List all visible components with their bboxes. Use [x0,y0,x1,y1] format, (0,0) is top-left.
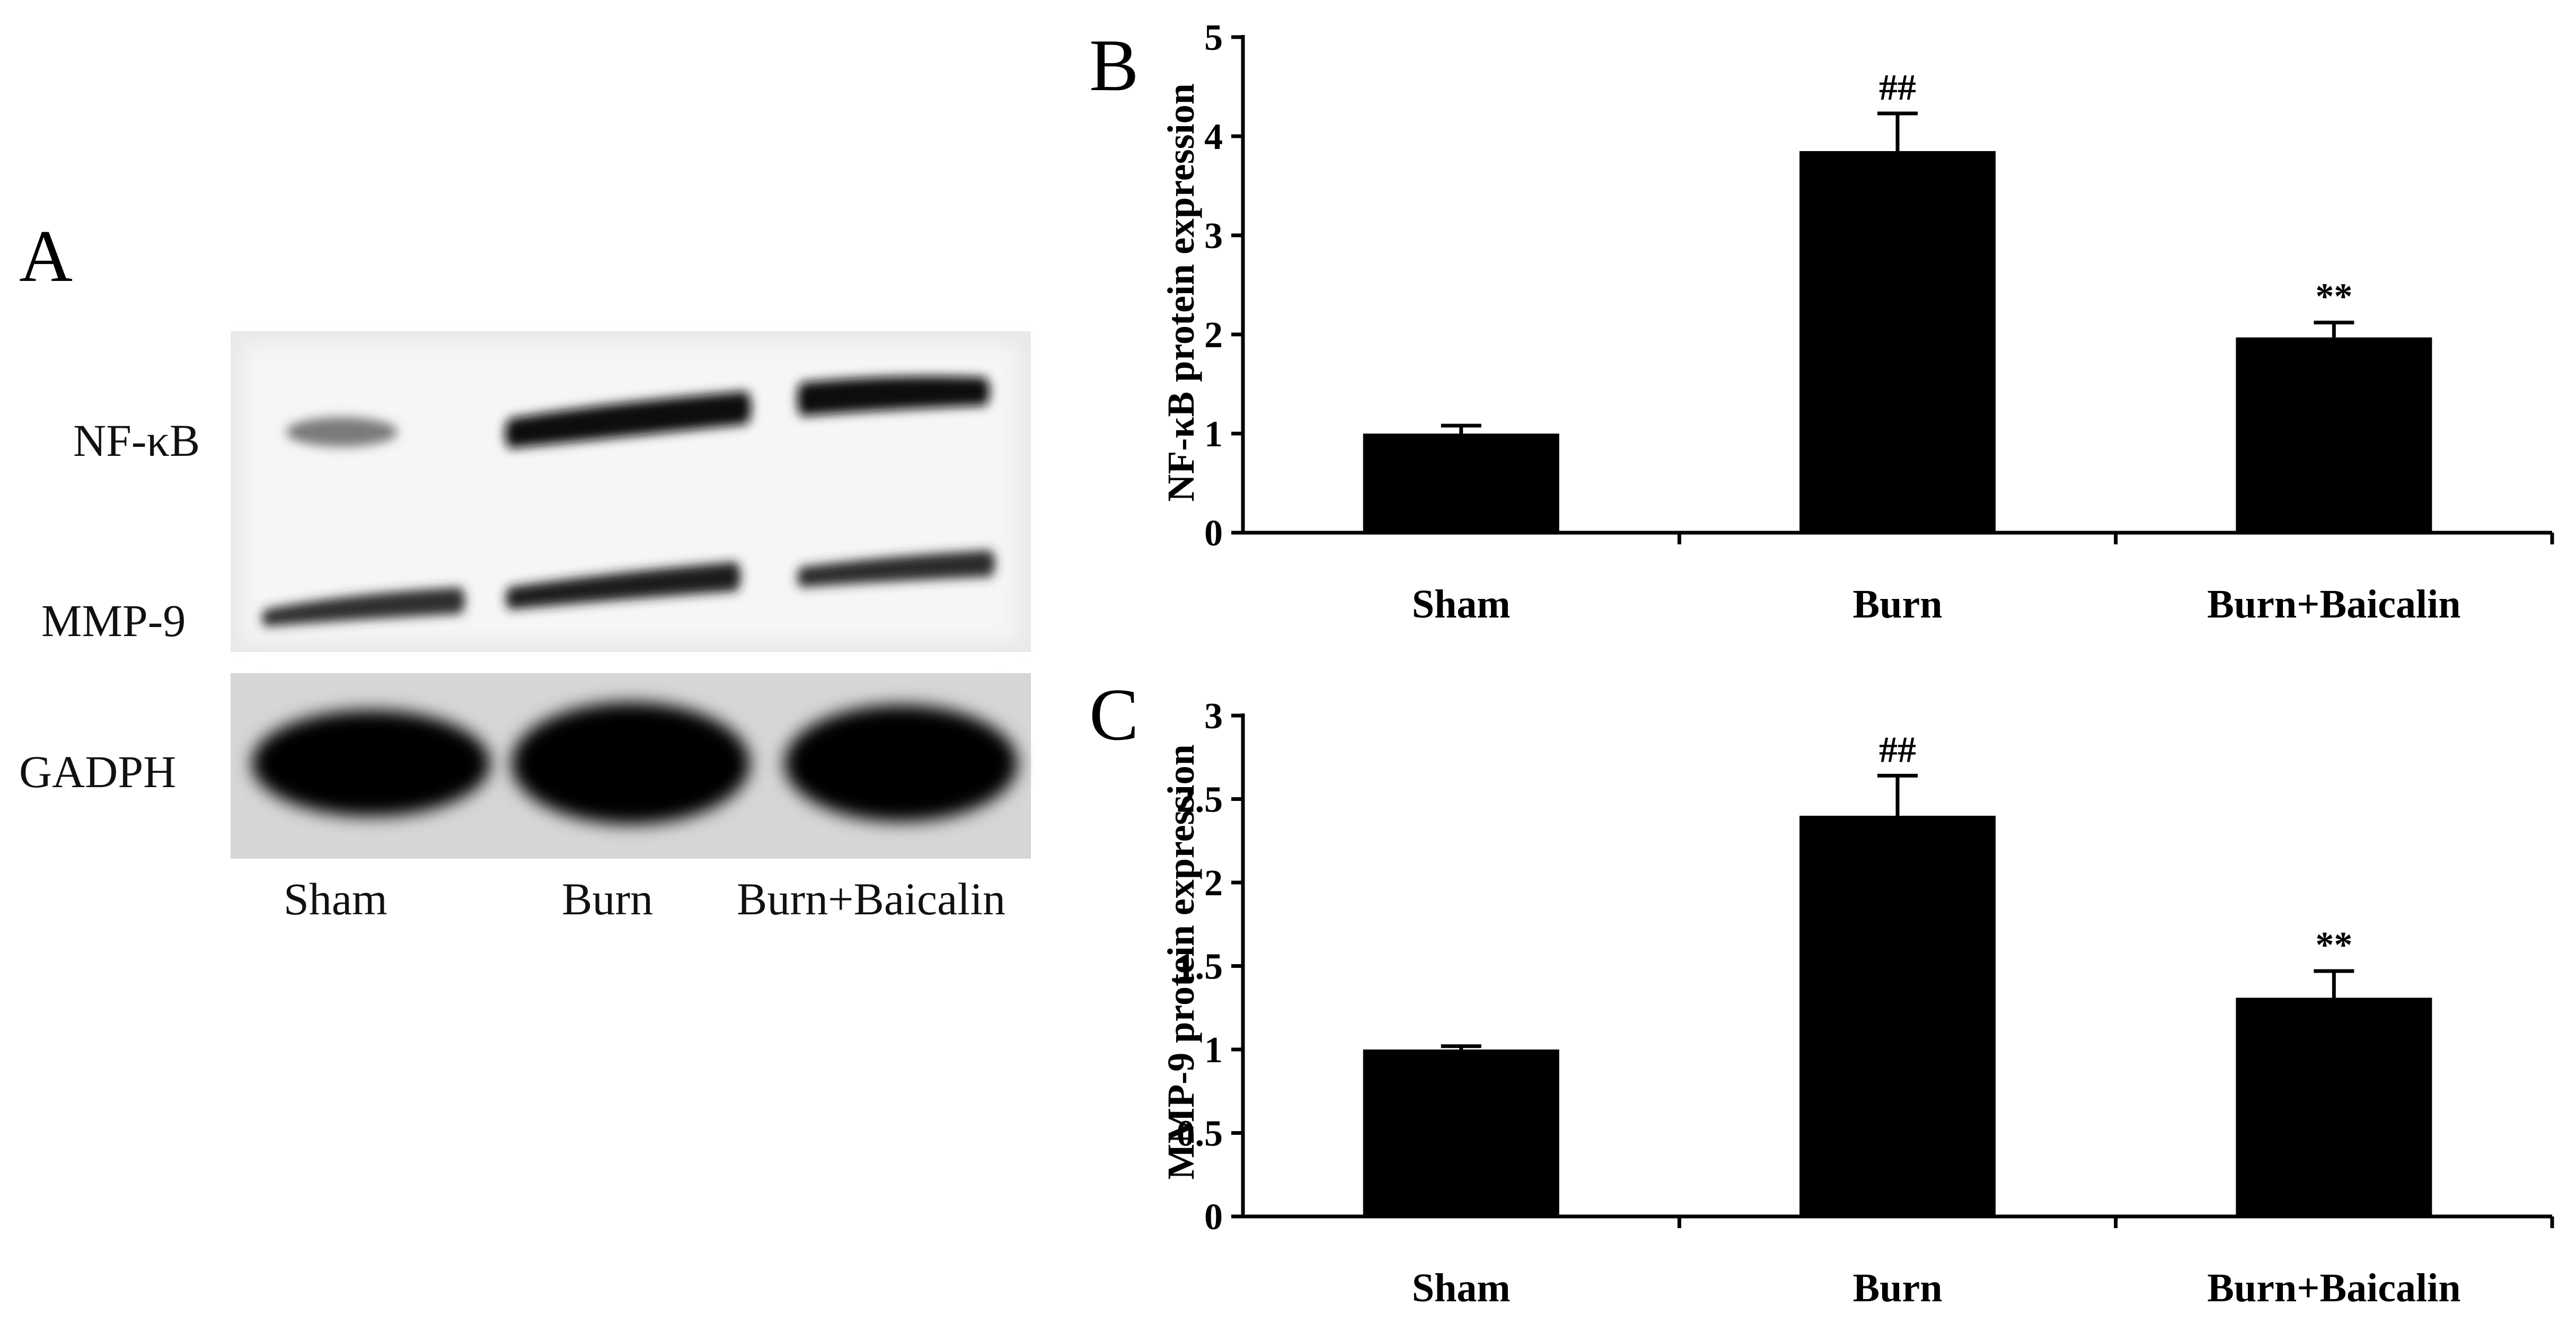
panel-c-chart: C MMP-9 protein expression 0 0.5 1 1.5 2 2.5 3… [1089,674,2554,1310]
panel-a-letter: A [19,215,73,297]
panel-b-y-tick-label: 3 [1204,216,1223,257]
lane-label-baicalin: Burn+Baicalin [737,874,1005,924]
panel-b-category-label: Burn [1853,582,1943,627]
panel-b-letter: B [1089,24,1139,107]
panel-b-significance-annotation: ## [1879,67,1916,108]
band-row-nfkb [286,376,990,448]
panel-b-y-tick-label: 0 [1204,513,1223,554]
band-nfkb-burn [505,391,752,448]
band-nfkb-baicalin [797,376,990,416]
panel-a-western-blot: A NF-κB MMP-9 GADPH [19,215,1031,924]
band-gadph-sham [252,710,490,816]
panel-c-category-label: Sham [1412,1266,1511,1310]
panel-c-y-tick-label: 3 [1204,696,1223,737]
band-mmp9-burn [506,562,741,610]
panel-b-y-tick-label: 1 [1204,414,1223,455]
panel-b-y-tick-label: 4 [1204,117,1223,157]
panel-b-category-label: Burn+Baicalin [2207,582,2460,627]
band-mmp9-sham [262,587,465,627]
row-label-gadph: GADPH [19,746,176,797]
band-gadph-burn [511,702,750,824]
panel-c-bar-sham [1363,1049,1559,1216]
row-label-nfkb: NF-κB [73,415,200,466]
panel-c-significance-annotation: ** [2315,925,2352,966]
lane-label-burn: Burn [562,874,653,924]
panel-c-bar-burn [1799,816,1996,1216]
panel-c-y-tick-label: 0.5 [1177,1114,1223,1154]
band-gadph-baicalin [784,705,1018,822]
band-row-mmp9 [262,550,995,627]
panel-c-plot-area: 0 0.5 1 1.5 2 2.5 3 Sham ## Burn ** Burn+Baicalin [1177,696,2554,1310]
band-nfkb-sham [286,417,398,447]
panel-b-chart: B NF-κB protein expression 0 1 2 3 4 5 Sham ## B… [1089,17,2554,627]
panel-c-y-axis-label: MMP-9 protein expression [1160,744,1202,1179]
row-label-mmp9: MMP-9 [41,595,186,646]
panel-b-bar-burn [1799,151,1996,533]
panel-b-bar-sham [1363,434,1559,533]
panel-c-category-label: Burn+Baicalin [2207,1266,2460,1310]
panel-b-significance-annotation: ** [2315,277,2352,317]
lane-label-sham: Sham [284,874,387,924]
panel-c-bar-burn-baicalin [2236,998,2432,1216]
panel-c-significance-annotation: ## [1879,729,1916,770]
panel-c-y-tick-label: 2.5 [1177,780,1223,821]
panel-b-category-label: Sham [1412,582,1511,627]
panel-c-category-label: Burn [1853,1266,1943,1310]
panel-c-y-tick-label: 0 [1204,1197,1223,1238]
band-mmp9-baicalin [797,550,995,587]
panel-b-y-tick-label: 2 [1204,315,1223,356]
panel-b-bar-burn-baicalin [2236,337,2432,533]
panel-c-y-tick-label: 1.5 [1177,947,1223,987]
panel-b-y-axis-label: NF-κB protein expression [1160,83,1202,501]
panel-c-y-tick-label: 1 [1204,1030,1223,1071]
panel-b-plot-area: 0 1 2 3 4 5 Sham ## Burn ** Burn+Baicalin [1204,17,2554,627]
band-row-gadph [252,702,1018,824]
panel-c-letter: C [1089,674,1139,756]
panel-b-y-tick-label: 5 [1204,17,1223,58]
panel-c-y-tick-label: 2 [1204,863,1223,904]
